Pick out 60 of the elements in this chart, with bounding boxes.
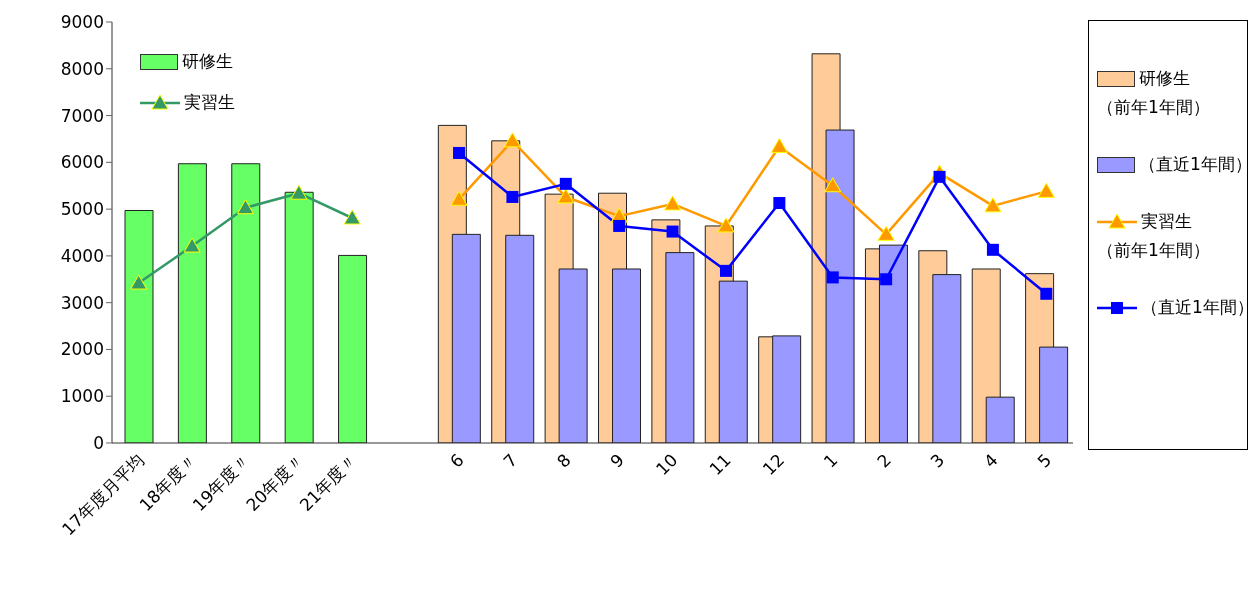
y-tick-label: 7000 [60,105,104,126]
point [880,273,893,286]
point [613,219,626,232]
bar [124,210,154,443]
legend-label: （直近1年間） [1141,296,1249,319]
legend-label: 研修生 [182,50,233,73]
point [453,146,466,159]
point [986,243,999,256]
legend-label: 実習生（前年1年間） [1097,210,1211,262]
point [236,199,254,215]
y-tick-label: 6000 [60,152,104,173]
legend-label: 実習生 [184,91,235,114]
point [559,177,572,190]
y-tick-label: 3000 [60,292,104,313]
x-tick-label: 10 [651,449,682,480]
point [717,217,735,233]
bar [231,163,261,443]
x-tick-label: 6 [446,449,468,472]
point [877,225,895,241]
y-tick-label: 0 [93,433,104,454]
point [719,264,732,277]
y-tick-label: 4000 [60,245,104,266]
point [503,132,521,148]
point [1040,287,1053,300]
x-tick-label: 4 [979,449,1002,472]
point [130,274,148,290]
y-tick-label: 2000 [60,339,104,360]
point [984,197,1002,213]
x-tick-label: 3 [926,449,949,472]
point [664,195,682,211]
point [826,271,839,284]
point [183,237,201,253]
point [450,190,468,206]
x-tick-label: 12 [758,449,789,480]
point [773,197,786,210]
x-tick-label: 11 [705,449,735,480]
legend-label: （直近1年間） [1139,153,1249,176]
y-tick-label: 5000 [60,199,104,220]
y-tick-label: 1000 [60,386,104,407]
x-tick-label: 1 [819,449,842,472]
y-tick-label: 9000 [60,12,104,33]
point [824,177,842,193]
x-tick-label: 5 [1033,449,1056,472]
point [506,190,519,203]
point [1037,182,1055,198]
bar [284,191,314,443]
point [933,170,946,183]
x-tick-label: 7 [499,449,522,472]
point [770,137,788,153]
bar [338,254,368,443]
point [290,184,308,200]
x-tick-label: 2 [873,449,895,472]
x-tick-label: 9 [606,449,629,472]
y-tick-label: 8000 [60,58,104,79]
point [343,209,361,225]
legend-label: 研修生（前年1年間） [1097,67,1211,119]
point [557,188,575,204]
x-tick-label: 8 [552,449,575,472]
bar [177,163,207,443]
point [666,225,679,238]
